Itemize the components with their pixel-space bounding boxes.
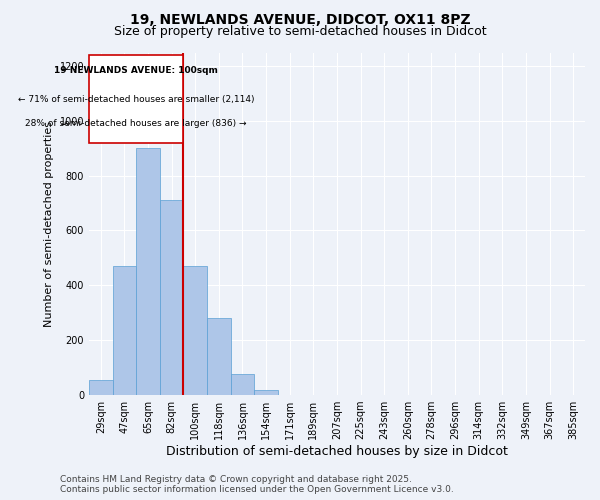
Text: 28% of semi-detached houses are larger (836) →: 28% of semi-detached houses are larger (…: [25, 119, 247, 128]
Text: ← 71% of semi-detached houses are smaller (2,114): ← 71% of semi-detached houses are smalle…: [18, 94, 254, 104]
Bar: [160, 200, 184, 394]
Text: Contains HM Land Registry data © Crown copyright and database right 2025.
Contai: Contains HM Land Registry data © Crown c…: [60, 474, 454, 494]
Bar: [207, 318, 230, 394]
FancyBboxPatch shape: [89, 55, 184, 143]
Y-axis label: Number of semi-detached properties: Number of semi-detached properties: [44, 120, 54, 326]
Text: Size of property relative to semi-detached houses in Didcot: Size of property relative to semi-detach…: [113, 25, 487, 38]
Text: 19 NEWLANDS AVENUE: 100sqm: 19 NEWLANDS AVENUE: 100sqm: [54, 66, 218, 76]
Bar: [254, 390, 278, 394]
Bar: [89, 380, 113, 394]
Bar: [230, 374, 254, 394]
Text: 19, NEWLANDS AVENUE, DIDCOT, OX11 8PZ: 19, NEWLANDS AVENUE, DIDCOT, OX11 8PZ: [130, 12, 470, 26]
Bar: [113, 266, 136, 394]
Bar: [136, 148, 160, 394]
Bar: [184, 266, 207, 394]
X-axis label: Distribution of semi-detached houses by size in Didcot: Distribution of semi-detached houses by …: [166, 444, 508, 458]
